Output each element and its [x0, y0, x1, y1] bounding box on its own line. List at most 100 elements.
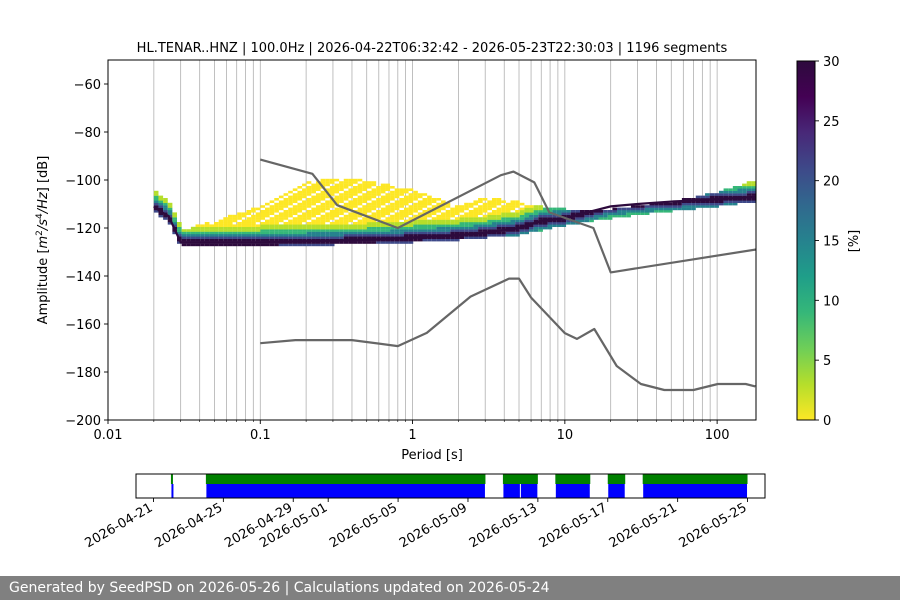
heatmap-cell: [353, 214, 358, 218]
y-tick-label: −100: [65, 174, 101, 189]
heatmap-cell: [714, 193, 719, 196]
colorbar-tick-label: 10: [823, 294, 840, 309]
heatmap-cell: [288, 234, 293, 237]
heatmap-cell: [436, 238, 442, 242]
heatmap-cell: [654, 205, 659, 208]
heatmap-cell: [621, 214, 627, 218]
heatmap-cell: [459, 231, 465, 235]
heatmap-cell: [385, 207, 391, 211]
heatmap-cell: [394, 229, 400, 232]
heatmap-cell: [482, 205, 488, 208]
heatmap-cell: [311, 219, 316, 223]
heatmap-cell: [288, 210, 293, 213]
heatmap-cell: [394, 238, 400, 242]
heatmap-cell: [478, 219, 483, 223]
heatmap-cell: [394, 231, 400, 235]
heatmap-cell: [269, 222, 275, 225]
heatmap-cell: [223, 224, 228, 227]
heatmap-cell: [473, 200, 479, 203]
colorbar-tick-label: 15: [823, 235, 840, 250]
heatmap-cell: [700, 202, 706, 206]
heatmap-cell: [172, 212, 178, 215]
heatmap-cell: [533, 214, 539, 218]
heatmap-cell: [241, 236, 247, 239]
heatmap-cell: [334, 214, 340, 218]
heatmap-cell: [663, 205, 668, 208]
heatmap-cell: [691, 205, 696, 208]
heatmap-cell: [292, 198, 298, 201]
heatmap-cell: [315, 243, 321, 247]
heatmap-cell: [505, 212, 511, 215]
heatmap-cell: [681, 202, 687, 206]
timeline-green-bar: [502, 474, 538, 484]
heatmap-cell: [380, 229, 386, 232]
heatmap-cell: [153, 200, 159, 203]
heatmap-cell: [399, 210, 404, 213]
heatmap-cell: [209, 234, 215, 237]
heatmap-cell: [353, 226, 358, 230]
heatmap-cell: [362, 219, 367, 223]
heatmap-cell: [376, 193, 381, 196]
colorbar-label: [%]: [847, 230, 862, 253]
heatmap-cell: [153, 190, 159, 194]
heatmap-cell: [362, 198, 367, 201]
heatmap-cell: [394, 224, 400, 227]
heatmap-cell: [306, 181, 312, 184]
heatmap-cell: [593, 210, 599, 213]
heatmap-cell: [260, 205, 266, 208]
heatmap-cell: [570, 217, 576, 220]
heatmap-cell: [357, 229, 363, 232]
heatmap-cell: [297, 219, 303, 223]
heatmap-cell: [399, 188, 404, 191]
heatmap-cell: [177, 229, 182, 232]
heatmap-cell: [380, 241, 386, 244]
heatmap-cell: [265, 202, 270, 206]
heatmap-cell: [501, 231, 506, 235]
heatmap-cell: [422, 210, 428, 213]
heatmap-cell: [450, 231, 455, 235]
colorbar-tick-label: 25: [823, 115, 840, 130]
heatmap-cell: [227, 217, 233, 220]
heatmap-cell: [413, 214, 418, 218]
heatmap-cell: [408, 198, 414, 201]
heatmap-cell: [478, 207, 483, 211]
heatmap-cell: [329, 214, 335, 218]
heatmap-cell: [403, 198, 409, 201]
heatmap-cell: [496, 207, 502, 211]
heatmap-cell: [718, 202, 724, 206]
heatmap-cell: [283, 205, 289, 208]
heatmap-cell: [274, 207, 279, 211]
heatmap-cell: [366, 236, 372, 239]
heatmap-cell: [390, 238, 395, 242]
heatmap-cell: [390, 222, 395, 225]
heatmap-cell: [251, 234, 256, 237]
heatmap-cell: [172, 224, 178, 227]
heatmap-cell: [362, 200, 367, 203]
heatmap-cell: [403, 212, 409, 215]
heatmap-cell: [454, 207, 460, 211]
heatmap-cell: [302, 217, 307, 220]
heatmap-cell: [441, 205, 446, 208]
heatmap-cell: [399, 200, 404, 203]
heatmap-cell: [334, 207, 340, 211]
heatmap-cell: [311, 186, 316, 189]
heatmap-cell: [491, 231, 497, 235]
heatmap-cell: [223, 222, 228, 225]
heatmap-cell: [353, 217, 358, 220]
heatmap-cell: [496, 200, 502, 203]
heatmap-cell: [408, 238, 414, 242]
heatmap-cell: [454, 229, 460, 232]
heatmap-cell: [163, 207, 168, 211]
heatmap-cell: [399, 231, 404, 235]
heatmap-cell: [510, 202, 516, 206]
heatmap-cell: [353, 190, 358, 194]
heatmap-cell: [672, 202, 678, 206]
heatmap-cell: [325, 205, 330, 208]
heatmap-cell: [311, 183, 316, 187]
heatmap-cell: [246, 243, 252, 247]
heatmap-cell: [478, 236, 483, 239]
heatmap-cell: [478, 222, 483, 225]
heatmap-cell: [320, 231, 326, 235]
heatmap-cell: [325, 212, 330, 215]
